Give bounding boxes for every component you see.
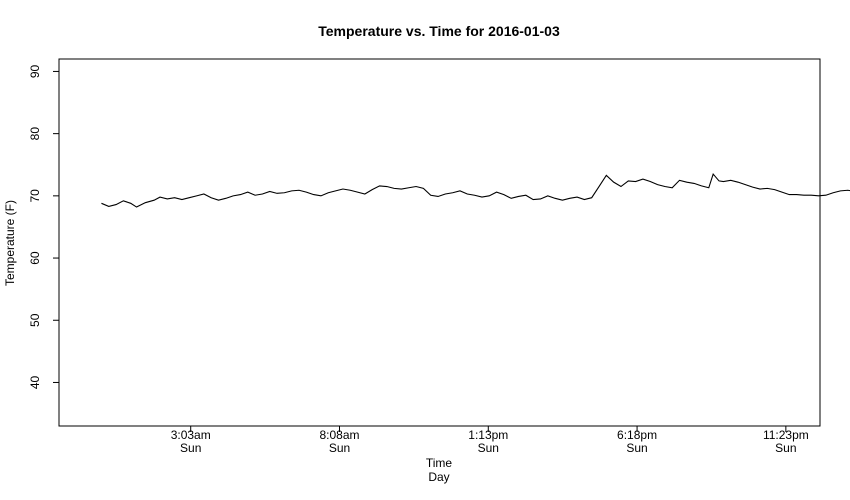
x-tick-day-label: Sun	[180, 441, 201, 455]
x-axis-sublabel: Day	[428, 470, 449, 484]
x-axis-label: Time	[426, 456, 453, 470]
y-tick-label: 50	[28, 313, 42, 327]
x-axis: 3:03amSun8:08amSun1:13pmSun6:18pmSun11:2…	[171, 426, 809, 455]
x-tick-day-label: Sun	[626, 441, 647, 455]
x-tick-label: 1:13pm	[468, 428, 508, 442]
y-tick-label: 60	[28, 251, 42, 265]
y-axis: 40 50 60 70 80 90	[28, 64, 59, 389]
chart-title: Temperature vs. Time for 2016-01-03	[318, 23, 560, 39]
x-tick-label: 11:23pm	[763, 428, 809, 442]
x-tick-label: 3:03am	[171, 428, 211, 442]
y-axis-label: Temperature (F)	[3, 200, 17, 286]
y-tick-label: 40	[28, 375, 42, 389]
y-tick-label: 90	[28, 64, 42, 78]
plot-frame	[58, 58, 821, 427]
x-tick-day-label: Sun	[478, 441, 499, 455]
x-tick-label: 8:08am	[319, 428, 359, 442]
x-tick-day-label: Sun	[775, 441, 796, 455]
y-tick-label: 80	[28, 127, 42, 141]
temperature-series-line	[101, 172, 850, 208]
y-tick-label: 70	[28, 189, 42, 203]
x-tick-label: 6:18pm	[617, 428, 657, 442]
x-tick-day-label: Sun	[329, 441, 350, 455]
